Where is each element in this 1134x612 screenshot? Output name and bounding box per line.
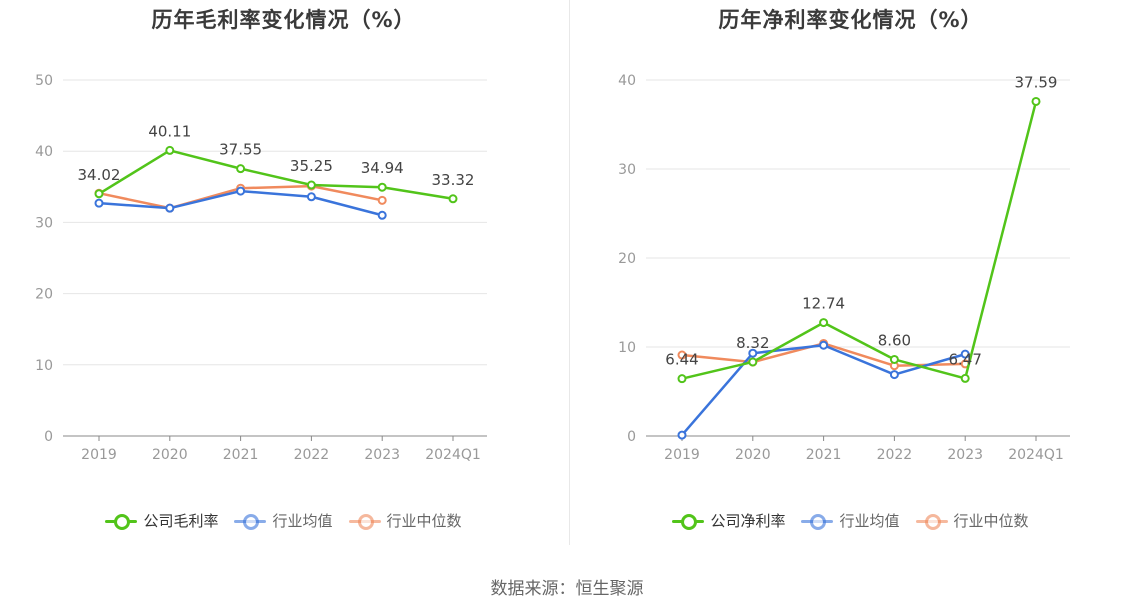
data-label: 37.59 [1015,73,1058,91]
x-tick-label: 2024Q1 [425,447,481,463]
data-label: 37.55 [219,141,262,159]
data-point [236,186,246,196]
y-tick-label: 0 [627,429,636,445]
x-tick-label: 2021 [223,447,259,463]
legend-swatch-icon [915,513,948,530]
data-point [377,210,387,220]
data-label: 6.47 [948,350,981,368]
legend-swatch-icon [672,513,705,530]
x-tick-label: 2023 [364,447,400,463]
data-point [306,180,316,190]
x-tick-label: 2022 [294,447,330,463]
net-margin-chart: 0 10 20 30 40 2019 2020 2021 2022 2023 2024Q1 6.44 8… [618,73,1070,463]
x-tick-label: 2022 [877,447,913,463]
legend-item[interactable]: 公司毛利率 [105,510,218,531]
y-tick-label: 40 [35,144,53,160]
data-point [165,145,175,155]
x-tick-label: 2019 [81,447,117,463]
data-point [960,373,970,383]
data-point [377,182,387,192]
y-tick-label: 30 [35,215,53,231]
legend-item[interactable]: 行业中位数 [348,510,462,531]
data-point [377,195,387,205]
legend-swatch-icon [801,513,834,530]
x-tick-label: 2019 [664,447,700,463]
data-point [748,357,758,367]
data-point [889,370,899,380]
data-point [1031,96,1041,106]
data-point [960,349,970,359]
gross-margin-panel: 历年毛利率变化情况（%） 0 10 20 30 40 50 2019 2020 2021 2022… [0,0,567,560]
data-point [889,354,899,364]
x-tick-label: 2023 [947,447,983,463]
net-margin-panel: 历年净利率变化情况（%） 0 10 20 30 40 2019 2020 2021 2022 20… [567,0,1134,560]
data-point [677,430,687,440]
series-line-company [98,149,454,200]
legend-swatch-icon [234,513,267,530]
legend-label: 公司净利率 [710,512,786,530]
data-point [677,350,687,360]
data-point [819,318,829,328]
legend-label: 行业中位数 [953,512,1029,530]
data-label: 33.32 [432,171,475,189]
legend-swatch-icon [105,513,138,530]
y-tick-label: 10 [35,358,53,374]
y-tick-label: 0 [44,429,53,445]
legend-label: 行业均值 [839,512,900,530]
data-source: 数据来源：恒生聚源 [490,579,644,599]
data-point [306,192,316,202]
y-tick-label: 30 [618,162,636,178]
x-tick-label: 2021 [806,447,842,463]
data-label: 6.44 [665,351,698,369]
data-point [165,203,175,213]
data-point [448,194,458,204]
data-label: 8.32 [736,334,769,352]
legend-label: 公司毛利率 [143,512,219,530]
data-point [677,374,687,384]
y-tick-label: 50 [35,73,53,89]
chart-title: 历年净利率变化情况（%） [718,8,983,32]
data-point [819,340,829,350]
data-point [94,189,104,199]
gross-margin-chart: 0 10 20 30 40 50 2019 2020 2021 2022 2023 2024Q1 34.… [35,73,487,463]
panel-divider [569,0,570,545]
x-tick-label: 2020 [735,447,771,463]
legend: 公司净利率 行业均值 行业中位数 [567,510,1134,531]
data-label: 35.25 [290,157,333,175]
data-label: 12.74 [802,295,845,313]
data-point [748,348,758,358]
data-point [94,198,104,208]
legend-item[interactable]: 公司净利率 [672,510,785,531]
chart-title: 历年毛利率变化情况（%） [151,8,416,32]
y-tick-label: 20 [35,287,53,303]
series-line-company [681,101,1038,380]
legend-item[interactable]: 行业均值 [234,510,333,531]
legend-label: 行业中位数 [386,512,462,530]
y-tick-label: 10 [618,340,636,356]
data-label: 40.11 [148,122,191,140]
data-label: 34.94 [361,159,404,177]
x-tick-label: 2020 [152,447,188,463]
data-point [236,164,246,174]
data-label: 34.02 [78,166,121,184]
y-tick-label: 20 [618,251,636,267]
legend-swatch-icon [348,513,381,530]
legend-item[interactable]: 行业中位数 [915,510,1029,531]
x-tick-label: 2024Q1 [1008,447,1064,463]
legend: 公司毛利率 行业均值 行业中位数 [0,510,567,531]
y-tick-label: 40 [618,73,636,89]
data-label: 8.60 [878,331,911,349]
legend-label: 行业均值 [272,512,333,530]
legend-item[interactable]: 行业均值 [801,510,900,531]
